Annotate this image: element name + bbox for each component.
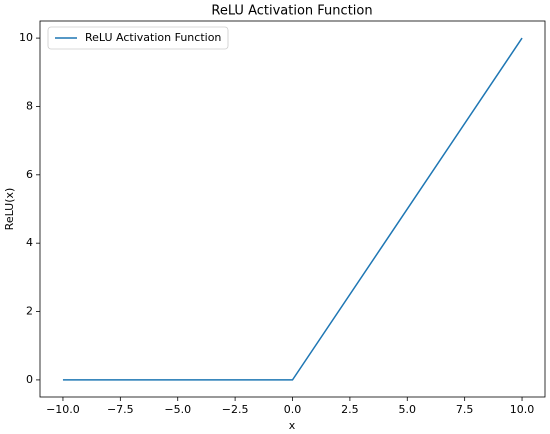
y-tick-label: 4 — [26, 236, 33, 249]
x-tick-label: 0.0 — [284, 403, 302, 416]
x-tick-label: 2.5 — [341, 403, 359, 416]
y-tick-label: 8 — [26, 99, 33, 112]
x-tick-label: −2.5 — [222, 403, 249, 416]
y-axis-label: ReLU(x) — [3, 188, 16, 231]
y-tick-label: 0 — [26, 373, 33, 386]
plot-frame — [39, 20, 546, 398]
x-tick-label: 7.5 — [456, 403, 474, 416]
line — [62, 37, 523, 381]
x-tick-label: 10.0 — [510, 403, 535, 416]
y-tick-label: 10 — [19, 31, 33, 44]
legend-box — [47, 26, 229, 50]
legend-label: ReLU Activation Function — [85, 31, 221, 44]
chart-title: ReLU Activation Function — [211, 4, 372, 19]
x-tick-label: 5.0 — [399, 403, 417, 416]
x-tick-label: −5.0 — [164, 403, 191, 416]
y-tick-label: 6 — [26, 168, 33, 181]
x-tick-label: −7.5 — [107, 403, 134, 416]
x-tick-label: −10.0 — [46, 403, 80, 416]
x-axis-label: x — [289, 419, 296, 432]
y-tick-label: 2 — [26, 305, 33, 318]
